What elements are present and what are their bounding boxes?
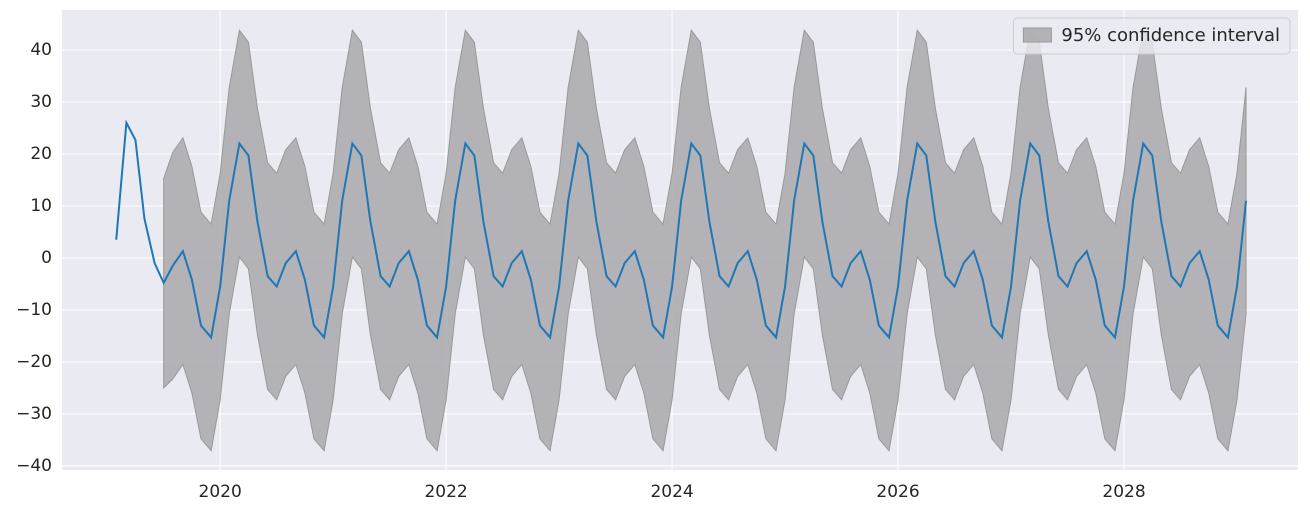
x-tick-label: 2028 [1102,482,1145,502]
y-tick-label: −30 [16,404,52,424]
forecast-line [115,119,1248,340]
y-tick-label: 10 [30,196,52,216]
y-tick-label: −20 [16,352,52,372]
x-tick-label: 2022 [424,482,467,502]
y-tick-label: 30 [30,92,52,112]
y-tick-label: 20 [30,144,52,164]
legend-swatch [1022,27,1052,43]
x-tick-label: 2020 [199,482,242,502]
y-tick-label: 40 [30,40,52,60]
y-tick-label: −40 [16,456,52,476]
marks [115,29,1248,452]
y-tick-label: −10 [16,300,52,320]
ticks: −40 −30 −20 −10 0 10 20 30 40 2020 2022 2024 2026 202… [16,40,1146,502]
legend: 95% confidence interval [1012,17,1291,55]
y-tick-label: 0 [41,248,52,268]
legend-box [1012,17,1291,55]
confidence-band [163,29,1247,452]
x-tick-label: 2024 [650,482,693,502]
x-tick-label: 2026 [876,482,919,502]
legend-label: 95% confidence interval [1061,25,1280,46]
